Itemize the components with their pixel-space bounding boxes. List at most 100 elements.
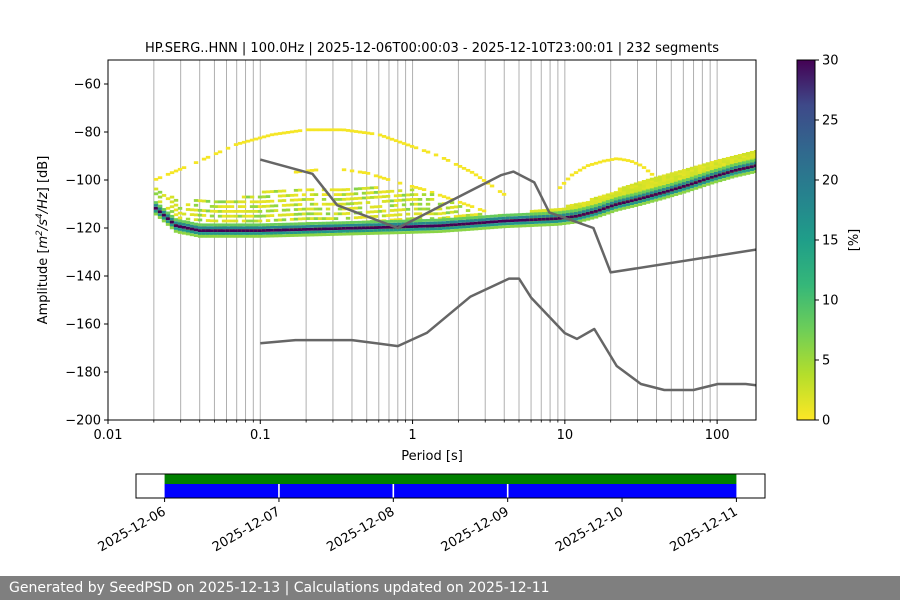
heatmap-cell — [633, 184, 639, 188]
heatmap-cell — [429, 217, 435, 220]
heatmap-cell — [493, 226, 499, 229]
heatmap-cell — [353, 220, 359, 224]
heatmap-cell — [625, 203, 631, 206]
y-tick-label: −160 — [65, 318, 101, 333]
heatmap-cell — [537, 218, 543, 221]
heatmap-cell — [337, 221, 343, 225]
heatmap-cell — [605, 208, 611, 212]
heatmap-cell — [321, 224, 327, 228]
heatmap-cell — [309, 193, 315, 196]
heatmap-cell — [153, 211, 159, 215]
heatmap-cell — [265, 229, 271, 232]
heatmap-cell — [205, 219, 211, 222]
heatmap-cell — [685, 180, 691, 184]
heatmap-cell — [317, 217, 323, 220]
heatmap-cell — [473, 227, 479, 231]
heatmap-cell — [241, 232, 247, 235]
heatmap-cell — [537, 216, 543, 220]
heatmap-cell — [161, 216, 167, 220]
heatmap-cell — [337, 227, 343, 230]
colorbar-tick-label: 0 — [822, 414, 830, 429]
heatmap-cell — [153, 204, 159, 207]
heatmap-cell — [193, 208, 199, 212]
heatmap-cell — [257, 229, 263, 232]
heatmap-cell — [325, 217, 331, 220]
heatmap-cell — [413, 225, 419, 228]
heatmap-cell — [469, 222, 475, 225]
heatmap-cell — [437, 224, 443, 228]
heatmap-cell — [533, 218, 539, 221]
heatmap-cell — [249, 214, 255, 218]
heatmap-cell — [733, 168, 739, 172]
heatmap-cell — [257, 232, 263, 235]
heatmap-cell — [585, 203, 591, 207]
heatmap-cell — [233, 214, 239, 218]
heatmap-cell — [613, 203, 619, 206]
heatmap-cell — [617, 192, 623, 196]
heatmap-cell — [621, 158, 627, 162]
heatmap-cell — [437, 193, 443, 197]
heatmap-cell — [485, 226, 491, 230]
heatmap-cell — [349, 169, 355, 173]
heatmap-cell — [241, 200, 247, 204]
heatmap-cell — [457, 225, 463, 229]
heatmap-cell — [381, 200, 387, 203]
heatmap-cell — [305, 188, 311, 192]
heatmap-cell — [253, 200, 259, 204]
heatmap-cell — [601, 210, 607, 213]
heatmap-cell — [677, 189, 683, 192]
heatmap-cell — [197, 199, 203, 203]
heatmap-cell — [345, 188, 351, 191]
heatmap-cell — [337, 232, 343, 236]
heatmap-cell — [221, 200, 227, 204]
heatmap-cell — [313, 221, 319, 225]
heatmap-cell — [365, 171, 371, 175]
heatmap-cell — [465, 203, 471, 207]
heatmap-cell — [677, 172, 683, 176]
x-tick-label: 0.1 — [250, 428, 271, 443]
x-tick-label: 1 — [408, 428, 416, 443]
heatmap-cell — [321, 221, 327, 225]
heatmap-cell — [457, 222, 463, 226]
heatmap-cell — [741, 157, 747, 161]
heatmap-cell — [337, 128, 343, 132]
heatmap-cell — [221, 232, 227, 235]
heatmap-cell — [337, 224, 343, 228]
heatmap-cell — [573, 217, 579, 221]
heatmap-cell — [621, 186, 627, 190]
heatmap-cell — [445, 216, 451, 219]
heatmap-cell — [173, 213, 179, 217]
heatmap-cell — [389, 228, 395, 232]
heatmap-cell — [177, 206, 183, 210]
heatmap-cell — [205, 226, 211, 230]
heatmap-cell — [357, 226, 363, 230]
heatmap-cell — [161, 210, 167, 214]
heatmap-cell — [545, 220, 551, 224]
heatmap-cell — [649, 184, 655, 188]
heatmap-cell — [313, 207, 319, 211]
heatmap-cell — [585, 217, 591, 221]
heatmap-cell — [277, 213, 283, 217]
heatmap-cell — [201, 157, 207, 161]
heatmap-cell — [405, 225, 411, 229]
heatmap-cell — [609, 194, 615, 198]
heatmap-cell — [165, 214, 171, 218]
heatmap-cell — [305, 230, 311, 234]
colorbar-tick-label: 20 — [822, 174, 839, 189]
heatmap-cell — [293, 231, 299, 234]
heatmap-cell — [313, 212, 319, 216]
heatmap-cell — [161, 219, 167, 223]
heatmap-cell — [393, 222, 399, 226]
heatmap-cell — [577, 168, 583, 172]
heatmap-cell — [473, 221, 479, 225]
heatmap-cell — [469, 216, 475, 220]
heatmap-cell — [461, 228, 467, 232]
heatmap-cell — [729, 158, 735, 162]
heatmap-cell — [245, 219, 251, 223]
heatmap-cell — [421, 221, 427, 225]
heatmap-cell — [633, 198, 639, 202]
heatmap-cell — [301, 193, 307, 197]
heatmap-cell — [269, 228, 275, 232]
heatmap-cell — [685, 172, 691, 176]
heatmap-cell — [465, 219, 471, 223]
